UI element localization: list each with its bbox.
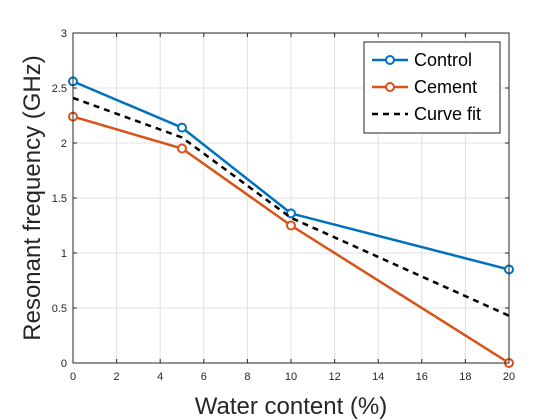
legend-label: Control	[414, 50, 472, 70]
data-point	[177, 143, 187, 154]
legend: Control Cement Curve fit	[363, 41, 501, 134]
legend-marker	[385, 55, 395, 65]
x-tick-label: 18	[459, 371, 471, 383]
tick-labels: 0 2 4 6 8 10 12 14 16 18 20 0 0.5 1 1.5 2 2.5 3	[52, 28, 515, 383]
legend-item: Control	[372, 50, 472, 70]
series-curve-fit	[72, 96, 510, 317]
y-tick-label: 0.5	[52, 303, 67, 315]
x-tick-label: 8	[244, 371, 250, 383]
y-axis-label: Resonant frequency (GHz)	[19, 55, 46, 340]
x-tick-label: 20	[503, 371, 515, 383]
data-point	[286, 208, 296, 219]
x-axis-label: Water content (%)	[195, 393, 388, 420]
y-tick-label: 1.5	[52, 193, 67, 205]
legend-label: Cement	[414, 77, 477, 97]
series-line	[72, 115, 510, 365]
series-line	[72, 96, 510, 317]
x-tick-label: 4	[157, 371, 163, 383]
data-point	[177, 122, 187, 133]
x-tick-label: 14	[372, 371, 384, 383]
series-line	[72, 80, 510, 271]
legend-item: Curve fit	[372, 104, 481, 124]
legend-marker	[385, 82, 395, 92]
x-tick-label: 6	[201, 371, 207, 383]
x-tick-label: 16	[416, 371, 428, 383]
legend-item: Cement	[372, 77, 477, 97]
y-tick-label: 2	[61, 138, 67, 150]
y-tick-label: 1	[61, 248, 67, 260]
x-tick-label: 10	[285, 371, 297, 383]
legend-label: Curve fit	[414, 104, 481, 124]
data-point	[286, 220, 296, 231]
y-tick-label: 3	[61, 28, 67, 40]
y-tick-label: 2.5	[52, 83, 67, 95]
y-tick-label: 0	[61, 358, 67, 370]
x-tick-label: 2	[114, 371, 120, 383]
x-tick-label: 12	[328, 371, 340, 383]
x-tick-label: 0	[70, 371, 76, 383]
